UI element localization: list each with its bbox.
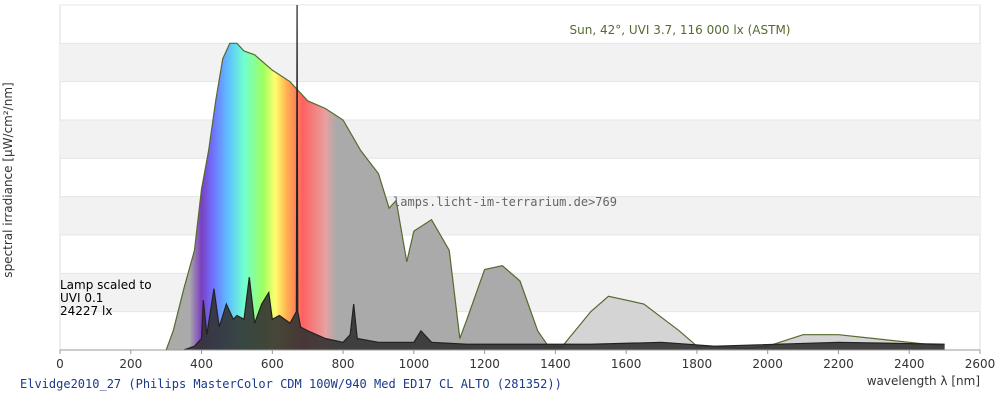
x-tick-label: 0 [56,357,64,371]
x-tick-label: 2400 [894,357,925,371]
area [166,43,945,350]
x-tick-label: 1600 [611,357,642,371]
x-tick-label: 2000 [752,357,783,371]
y-axis-label: spectral irradiance [µW/cm²/nm] [1,82,15,277]
watermark: lamps.licht-im-terrarium.de>769 [393,195,617,209]
grid-band [60,43,980,82]
x-tick-label: 1000 [399,357,430,371]
x-axis-label: wavelength λ [nm] [867,374,980,388]
area [183,5,945,350]
sun-label: Sun, 42°, UVI 3.7, 116 000 lx (ASTM) [570,23,791,37]
lamp-note: Lamp scaled to [60,278,152,292]
x-tick-label: 2200 [823,357,854,371]
grid-band [60,120,980,159]
x-tick-label: 1800 [682,357,713,371]
x-tick-label: 600 [261,357,284,371]
x-tick-label: 800 [332,357,355,371]
line [165,42,945,351]
x-tick-label: 200 [119,357,142,371]
line [183,4,945,351]
lamp-note: UVI 0.1 [60,291,103,305]
x-tick-label: 2600 [965,357,996,371]
lamp-title: Elvidge2010_27 (Philips MasterColor CDM … [20,377,562,391]
lamp-note: 24227 lx [60,304,112,318]
x-tick-label: 1200 [469,357,500,371]
x-tick-label: 1400 [540,357,571,371]
x-tick-label: 400 [190,357,213,371]
